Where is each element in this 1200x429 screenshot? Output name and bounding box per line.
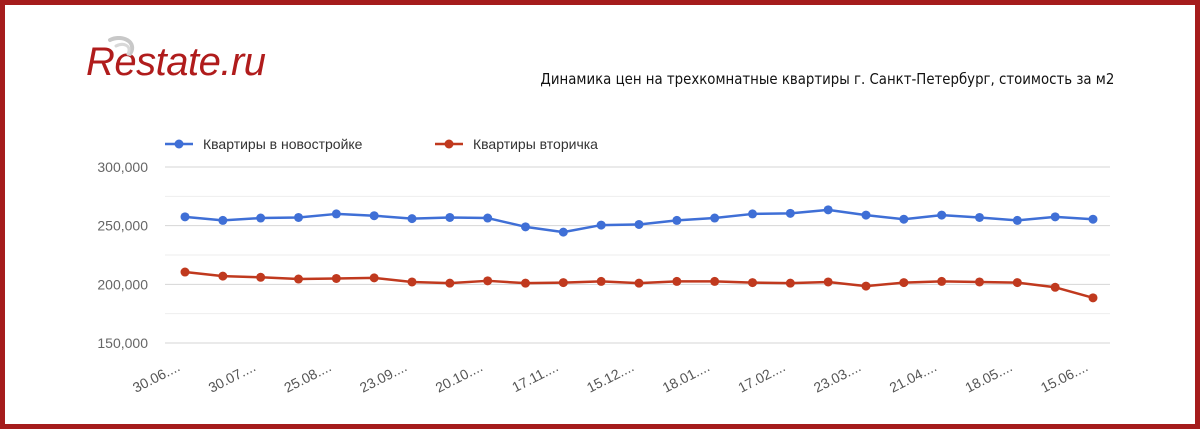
- data-point: [1089, 293, 1098, 302]
- y-tick-label: 200,000: [97, 276, 148, 292]
- legend-label: Квартиры в новостройке: [203, 136, 363, 152]
- series-lines: [181, 205, 1098, 302]
- series-0: [181, 205, 1098, 236]
- x-tick-label: 18.01....: [660, 358, 712, 395]
- data-point: [370, 211, 379, 220]
- data-point: [862, 211, 871, 220]
- x-tick-label: 25.08....: [281, 358, 333, 395]
- data-point: [332, 209, 341, 218]
- y-tick-label: 250,000: [97, 218, 148, 234]
- x-tick-label: 23.09....: [357, 358, 409, 395]
- x-tick-label: 15.06....: [1038, 358, 1090, 395]
- y-tick-label: 300,000: [97, 159, 148, 175]
- data-point: [786, 279, 795, 288]
- x-tick-label: 18.05....: [962, 358, 1014, 395]
- data-point: [483, 214, 492, 223]
- legend-label: Квартиры вторичка: [473, 136, 598, 152]
- data-point: [294, 275, 303, 284]
- x-axis-ticks: 30.06.... 30.07.... 25.08.... 23.09.... 20.1…: [130, 358, 1090, 395]
- y-axis-ticks: 150,000 200,000 250,000 300,000: [97, 159, 148, 351]
- data-point: [710, 277, 719, 286]
- data-point: [408, 214, 417, 223]
- data-point: [937, 277, 946, 286]
- series-1: [181, 268, 1098, 303]
- legend-marker: [445, 140, 454, 149]
- data-point: [975, 277, 984, 286]
- y-tick-label: 150,000: [97, 335, 148, 351]
- legend-item-1: Квартиры вторичка: [435, 136, 598, 152]
- legend: Квартиры в новостройке Квартиры вторичка: [165, 136, 598, 152]
- data-point: [218, 216, 227, 225]
- data-point: [672, 277, 681, 286]
- data-point: [899, 215, 908, 224]
- data-point: [597, 277, 606, 286]
- data-point: [862, 282, 871, 291]
- data-point: [1051, 212, 1060, 221]
- data-point: [635, 220, 644, 229]
- data-point: [256, 214, 265, 223]
- data-point: [256, 273, 265, 282]
- data-point: [1013, 216, 1022, 225]
- data-point: [559, 278, 568, 287]
- x-tick-label: 20.10....: [433, 358, 485, 395]
- data-point: [937, 211, 946, 220]
- x-tick-label: 17.11....: [509, 358, 560, 395]
- data-point: [408, 277, 417, 286]
- data-point: [370, 273, 379, 282]
- data-point: [786, 209, 795, 218]
- data-point: [445, 213, 454, 222]
- line-chart: 150,000200,000250,000300,000 30.06....30…: [0, 0, 1200, 429]
- data-point: [559, 228, 568, 237]
- data-point: [181, 212, 190, 221]
- x-tick-label: 15.12....: [584, 358, 636, 395]
- data-point: [181, 268, 190, 277]
- data-point: [824, 277, 833, 286]
- legend-marker: [175, 140, 184, 149]
- data-point: [710, 214, 719, 223]
- x-tick-label: 30.06....: [130, 358, 182, 395]
- data-point: [748, 209, 757, 218]
- x-tick-label: 21.04....: [887, 358, 939, 395]
- data-point: [521, 222, 530, 231]
- legend-item-0: Квартиры в новостройке: [165, 136, 363, 152]
- x-tick-label: 30.07....: [206, 358, 258, 395]
- data-point: [332, 274, 341, 283]
- data-point: [899, 278, 908, 287]
- data-point: [824, 205, 833, 214]
- data-point: [483, 276, 492, 285]
- data-point: [1089, 215, 1098, 224]
- x-tick-label: 23.03....: [811, 358, 863, 395]
- data-point: [597, 221, 606, 230]
- data-point: [521, 279, 530, 288]
- data-point: [445, 279, 454, 288]
- data-point: [635, 279, 644, 288]
- data-point: [1013, 278, 1022, 287]
- grid-lines: [165, 167, 1110, 343]
- data-point: [975, 213, 984, 222]
- data-point: [294, 213, 303, 222]
- data-point: [672, 216, 681, 225]
- x-tick-label: 17.02....: [735, 358, 787, 395]
- data-point: [1051, 283, 1060, 292]
- data-point: [748, 278, 757, 287]
- data-point: [218, 272, 227, 281]
